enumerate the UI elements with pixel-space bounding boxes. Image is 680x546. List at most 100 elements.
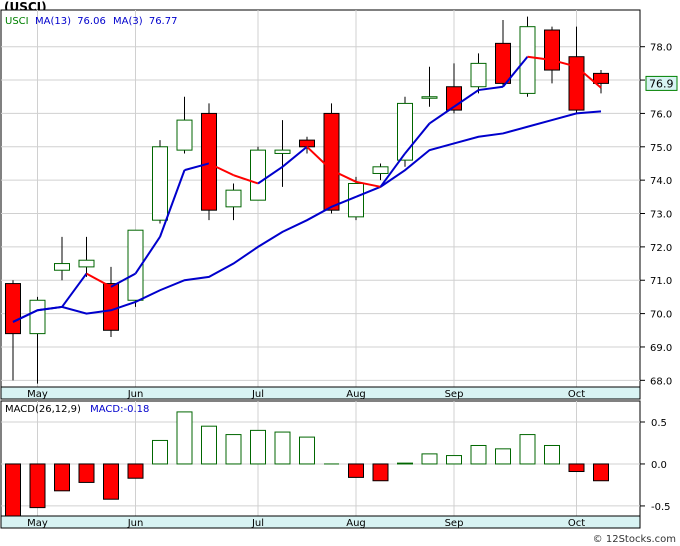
candle-body bbox=[544, 29, 560, 71]
ma3-segment bbox=[355, 180, 381, 188]
ma3-segment bbox=[306, 146, 333, 171]
legend-ma13: MA(13) 76.06 bbox=[35, 16, 106, 27]
x-month-label: May bbox=[27, 518, 48, 529]
macd-bar bbox=[176, 411, 193, 465]
macd-y-tick-label: -0.5 bbox=[651, 502, 671, 513]
candle-body bbox=[201, 112, 217, 211]
candle-up bbox=[250, 146, 266, 201]
macd-bar bbox=[201, 425, 217, 465]
macd-bar bbox=[397, 462, 413, 465]
candle-body bbox=[176, 119, 193, 151]
x-month-label: Sep bbox=[445, 389, 464, 400]
candle-body bbox=[274, 149, 291, 154]
ma3-segment bbox=[502, 56, 529, 88]
candle-body bbox=[5, 283, 21, 335]
macd-bar bbox=[372, 463, 389, 482]
price-month-strip bbox=[0, 386, 641, 400]
candle-up bbox=[29, 296, 46, 384]
candle-body bbox=[323, 112, 340, 211]
candle-body bbox=[348, 182, 364, 218]
candle-body bbox=[29, 299, 46, 335]
ma3-segment bbox=[551, 59, 577, 68]
ma3-segment bbox=[37, 305, 63, 312]
candle-body bbox=[152, 146, 168, 221]
price-y-tick-label: 76.0 bbox=[650, 109, 672, 120]
candle-up bbox=[54, 236, 70, 281]
price-y-tick-label: 69.0 bbox=[650, 343, 672, 354]
ma3-segment bbox=[159, 169, 186, 238]
macd-bar bbox=[495, 448, 511, 465]
macd-bar bbox=[250, 429, 266, 465]
legend-usci: USCI bbox=[5, 16, 29, 27]
macd-bar bbox=[299, 436, 315, 465]
candle-body bbox=[299, 139, 315, 148]
x-month-label: Aug bbox=[346, 389, 366, 400]
candle-up bbox=[176, 96, 193, 154]
candle-up bbox=[152, 140, 168, 224]
candle-up bbox=[421, 66, 438, 107]
macd-bar bbox=[127, 463, 144, 479]
candle-body bbox=[470, 62, 487, 88]
candle-body bbox=[127, 229, 144, 301]
price-y-tick-label: 73.0 bbox=[650, 210, 672, 221]
price-y-tick-label: 75.0 bbox=[650, 143, 672, 154]
candle-down bbox=[103, 266, 119, 337]
macd-bar bbox=[470, 444, 487, 465]
macd-bar bbox=[446, 455, 462, 465]
candle-body bbox=[593, 72, 609, 84]
price-y-tick-label: 78.0 bbox=[650, 43, 672, 54]
ma3-segment bbox=[86, 272, 112, 288]
macd-bar bbox=[593, 463, 609, 482]
x-month-label: Jul bbox=[251, 389, 264, 400]
ma3-segment bbox=[404, 122, 431, 155]
macd-bar bbox=[421, 453, 438, 465]
candle-body bbox=[519, 26, 536, 94]
candle-body bbox=[54, 263, 70, 271]
price-y-tick-label: 71.0 bbox=[650, 276, 672, 287]
macd-bar bbox=[544, 444, 560, 465]
candle-up bbox=[372, 163, 389, 181]
macd-bar bbox=[225, 434, 242, 465]
candle-up bbox=[127, 229, 144, 307]
footer-credit: © 12Stocks.com bbox=[592, 534, 676, 545]
ma3-segment bbox=[575, 65, 602, 89]
candle-down bbox=[495, 20, 511, 87]
ma3-segment bbox=[428, 105, 455, 125]
x-month-label: Jun bbox=[127, 389, 144, 400]
ma3-segment bbox=[184, 162, 210, 172]
macd-bar bbox=[103, 463, 119, 500]
macd-bar bbox=[29, 463, 46, 509]
macd-bar bbox=[54, 463, 70, 492]
macd-bar bbox=[519, 434, 536, 465]
price-y-tick-label: 68.0 bbox=[650, 376, 672, 387]
macd-bar bbox=[274, 431, 291, 465]
ma3-segment bbox=[453, 89, 480, 108]
ma3-segment bbox=[233, 174, 259, 185]
x-month-label: Jun bbox=[127, 518, 144, 529]
macd-bar bbox=[348, 463, 364, 478]
ma3-segment bbox=[257, 165, 284, 185]
candle-down bbox=[323, 103, 340, 214]
candle-body bbox=[495, 42, 511, 84]
candle-up bbox=[225, 183, 242, 221]
x-month-label: May bbox=[27, 389, 48, 400]
legend-macd: MACD(26,12,9) MACD:-0.18 bbox=[5, 404, 149, 415]
macd-y-tick-label: 0.0 bbox=[651, 460, 667, 471]
ma3-segment bbox=[208, 162, 234, 177]
ma3-segment bbox=[281, 146, 308, 168]
candle-body bbox=[103, 283, 119, 331]
candle-body bbox=[225, 189, 242, 208]
candle-up bbox=[274, 120, 291, 187]
macd-bar bbox=[5, 463, 21, 517]
price-y-tick-label: 74.0 bbox=[650, 176, 672, 187]
x-month-label: Oct bbox=[568, 389, 585, 400]
ma3-segment bbox=[110, 272, 136, 288]
candle-down bbox=[201, 103, 217, 221]
x-month-label: Jul bbox=[251, 518, 264, 529]
price-y-tick-label: 72.0 bbox=[650, 243, 672, 254]
ma3-segment bbox=[331, 169, 357, 183]
macd-month-strip bbox=[0, 515, 641, 529]
candle-up bbox=[519, 16, 536, 97]
ma3-segment bbox=[379, 152, 406, 188]
